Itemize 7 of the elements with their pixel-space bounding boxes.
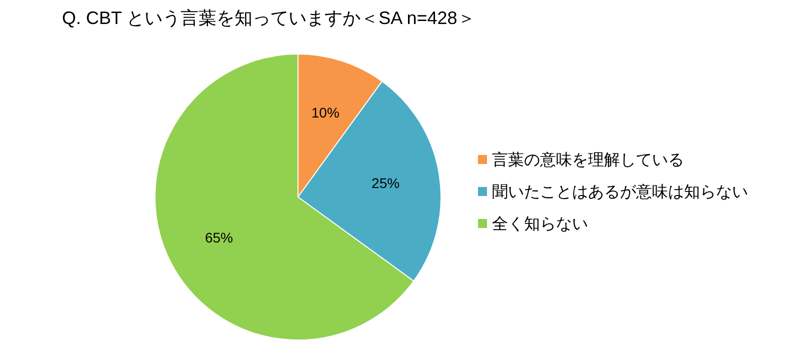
data-label: 65% xyxy=(204,229,234,246)
chart-title: Q. CBT という言葉を知っていますか＜SA n=428＞ xyxy=(62,8,476,28)
legend-label: 全く知らない xyxy=(492,216,588,233)
data-label: 10% xyxy=(311,104,340,121)
legend-label: 聞いたことはあるが意味は知らない xyxy=(492,183,748,201)
data-label: 25% xyxy=(372,175,400,192)
legend-label: 言葉の意味を理解している xyxy=(492,151,684,169)
